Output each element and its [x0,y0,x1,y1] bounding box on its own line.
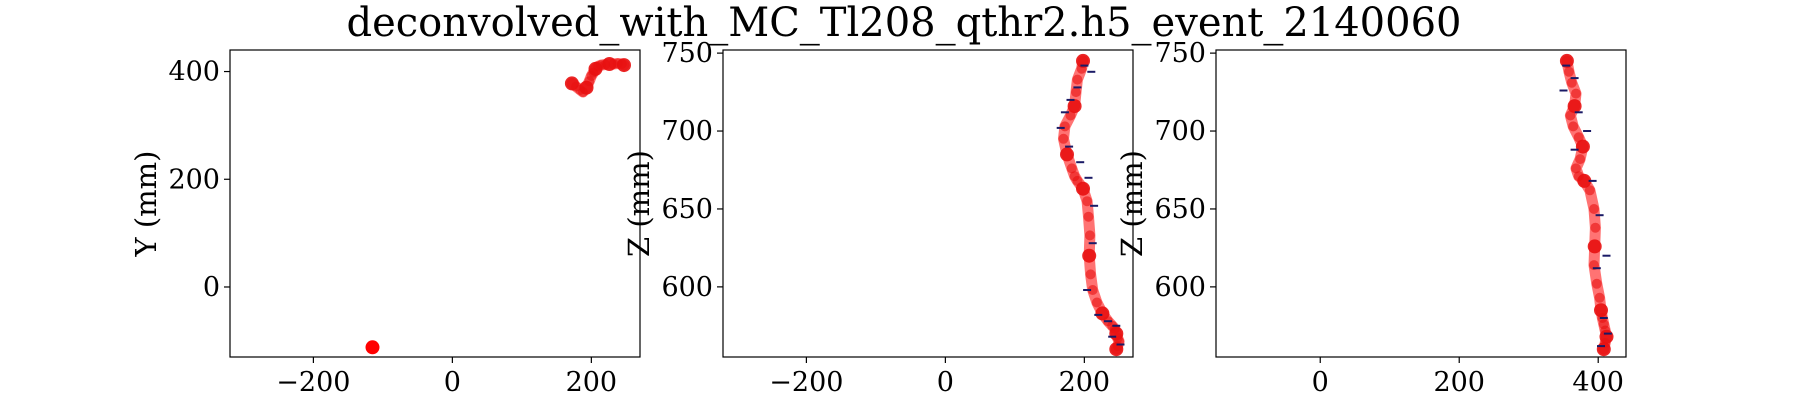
xy-view-xtick-label: 200 [566,367,618,398]
xz-view-track-point [1066,163,1077,174]
xy-view-ytick-label: 0 [203,272,220,303]
yz-view-track-point [1566,77,1577,88]
xz-view-track-point [1060,147,1074,162]
xz-view-track-point [1059,121,1070,132]
xy-view-blob [365,340,380,355]
xz-view-track-point [1084,230,1095,241]
xz-view-ytick-label: 750 [661,38,713,69]
xz-view-ylabel: Z (mm) [622,150,656,257]
yz-view-panel: 0 200 400 600 650 700 750 Z (mm) [1115,38,1627,398]
yz-view-ytick-label: 600 [1154,272,1206,303]
yz-view-track-point [1571,88,1581,99]
yz-view-xtick-label: 0 [1312,367,1329,398]
xy-view-panel: −200 0 200 0 200 400 Y (mm) [129,49,641,398]
yz-view-ytick-label: 700 [1154,116,1206,147]
xy-view-track-point [617,58,631,73]
xz-view-track-point [1058,133,1069,144]
xz-view-track-point [1109,342,1124,357]
xz-view-xtick-label: −200 [769,367,843,398]
yz-view-xtick-label: 400 [1572,367,1624,398]
xy-view-ytick-label: 400 [168,57,220,88]
yz-view-ytick-label: 750 [1154,38,1206,69]
xy-view-ylabel: Y (mm) [129,151,163,258]
yz-view-ytick-label: 650 [1154,194,1206,225]
xy-view-xtick-label: 0 [444,367,461,398]
yz-view-track-point [1559,53,1574,68]
xz-view-xtick-label: 200 [1059,367,1111,398]
xy-view-data [365,57,631,355]
xz-view-xtick-label: 0 [937,367,954,398]
xz-view-track-point [1082,248,1097,263]
yz-view-track-point [1575,154,1586,165]
yz-view-track-point [1577,173,1592,188]
yz-view-xtick-label: 200 [1433,367,1485,398]
yz-view-track-point [1584,185,1595,196]
xz-view-track-point [1085,269,1096,280]
xz-view-ytick-label: 650 [661,194,713,225]
xz-view-track-point [1072,74,1083,85]
xz-view-data [1056,53,1125,357]
yz-view-track-point [1571,163,1581,174]
yz-view-track-point [1565,110,1576,121]
xz-view-track-point [1076,181,1090,196]
yz-view-track-point [1568,121,1579,132]
figure-title: deconvolved_with_MC_Tl208_qthr2.h5_event… [347,0,1462,46]
yz-view-ylabel: Z (mm) [1115,150,1149,257]
xz-view-track-point [1067,99,1082,114]
xy-view-xtick-label: −200 [276,367,350,398]
xz-view-panel: −200 0 200 600 650 700 750 Z (mm) [622,38,1134,398]
yz-view-track-point [1590,222,1601,233]
xy-view-frame [229,49,641,358]
xz-view-frame [722,49,1134,358]
yz-view-data [1559,53,1614,357]
yz-view-track-point [1596,342,1611,357]
yz-view-track-point [1567,99,1582,114]
yz-view-track-point [1589,204,1599,214]
xz-view-track-point [1082,196,1093,207]
xz-view-track-point [1087,285,1098,295]
xz-view-track-point [1071,87,1081,98]
xz-view-track-point [1091,297,1102,308]
yz-view-track-point [1575,139,1590,154]
xz-view-track-point [1083,211,1094,222]
yz-view-track-point [1591,278,1602,289]
yz-view-track-point [1594,292,1605,303]
yz-view-track-point [1564,66,1574,77]
xz-view-ytick-label: 700 [661,116,713,147]
yz-view-track-point [1587,239,1602,254]
xy-view-ytick-label: 200 [168,164,220,195]
xz-view-ytick-label: 600 [661,272,713,303]
yz-view-track-point [1573,132,1584,143]
yz-view-frame [1215,49,1627,358]
